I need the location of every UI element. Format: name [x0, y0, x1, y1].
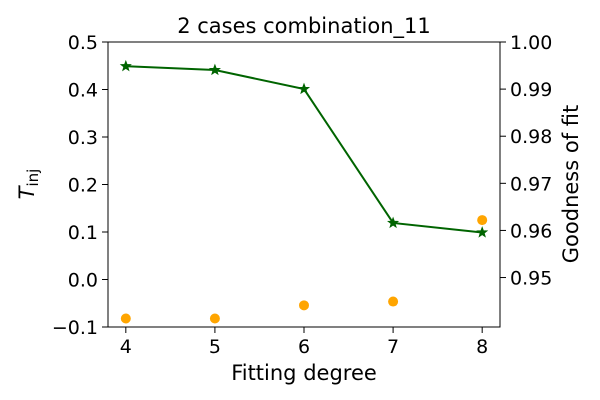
- left-y-axis-label: Tinj: [15, 169, 42, 200]
- right-y-axis: 0.95 0.96 0.97 0.98 0.99 1.00: [500, 32, 552, 290]
- left-y-tick-label: 0.1: [68, 222, 98, 244]
- right-series-point: [120, 313, 131, 324]
- right-y-tick-label: 0.97: [510, 173, 552, 195]
- left-series-marker: [297, 82, 311, 95]
- x-tick-label: 4: [120, 336, 132, 358]
- left-y-axis-label-main: T: [15, 184, 39, 199]
- left-series-marker: [208, 63, 221, 76]
- left-y-tick-label: 0.4: [68, 80, 98, 102]
- x-tick-label: 8: [476, 336, 488, 358]
- right-series-point: [299, 300, 309, 311]
- left-series-marker: [119, 59, 132, 72]
- right-series-point: [388, 296, 399, 307]
- chart-title: 2 cases combination_11: [177, 14, 431, 39]
- right-series-point: [209, 313, 220, 324]
- left-y-tick-label: 0.2: [68, 175, 98, 197]
- left-y-tick-label: 0.0: [68, 270, 98, 292]
- left-y-axis-label-sub: inj: [24, 169, 42, 187]
- right-y-tick-label: 0.98: [510, 126, 552, 148]
- series-layer: [119, 59, 489, 324]
- left-y-tick-label: −0.1: [52, 317, 98, 339]
- left-series-marker: [476, 226, 489, 238]
- left-y-tick-label: 0.3: [68, 127, 98, 149]
- right-y-axis-label: Goodness of fit: [559, 105, 583, 263]
- right-y-tick-label: 1.00: [510, 32, 552, 54]
- x-axis: 4 5 6 7 8: [120, 327, 488, 358]
- x-axis-label: Fitting degree: [231, 361, 377, 385]
- x-tick-label: 5: [209, 336, 221, 358]
- left-y-axis: −0.1 0.0 0.1 0.2 0.3 0.4 0.5: [52, 32, 108, 339]
- left-series-marker: [387, 216, 400, 229]
- x-tick-label: 6: [298, 336, 310, 358]
- x-tick-label: 7: [387, 336, 399, 358]
- right-y-tick-label: 0.95: [510, 268, 552, 290]
- right-y-tick-label: 0.99: [510, 79, 552, 101]
- left-y-tick-label: 0.5: [68, 32, 98, 54]
- right-series-point: [477, 215, 488, 226]
- right-y-tick-label: 0.96: [510, 220, 552, 242]
- plot-frame: [107, 41, 501, 328]
